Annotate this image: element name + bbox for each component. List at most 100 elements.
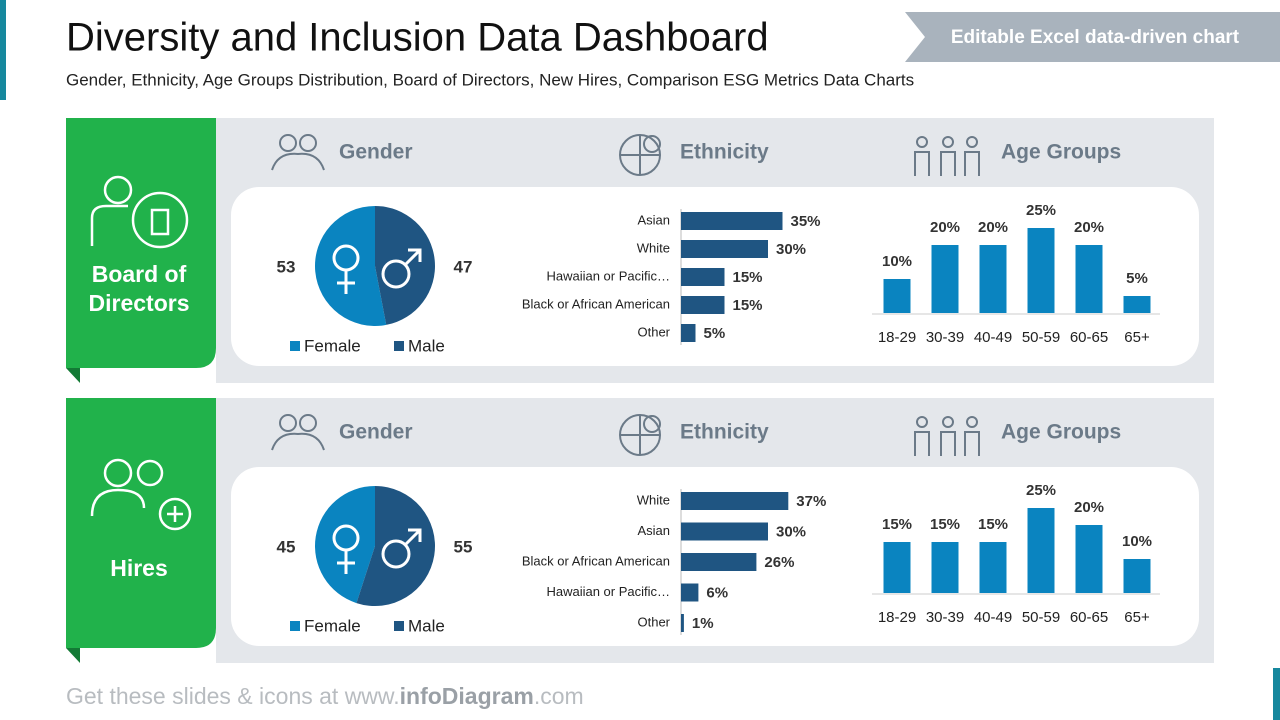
panel-label: Hires — [110, 555, 168, 581]
banner-text: Editable Excel data-driven chart — [951, 27, 1240, 48]
category-label: White — [637, 492, 670, 507]
category-label: White — [637, 240, 670, 255]
category-label: 30-39 — [926, 609, 964, 626]
icon — [158, 497, 192, 531]
value-label: 20% — [1074, 499, 1104, 516]
category-label: 50-59 — [1022, 609, 1060, 626]
icon — [620, 415, 660, 455]
category-label: Other — [637, 614, 670, 629]
bar — [883, 542, 911, 593]
section-title: Age Groups — [1001, 141, 1121, 164]
legend-swatch — [394, 341, 404, 351]
icon — [136, 459, 164, 487]
bar — [931, 542, 959, 593]
value-label: 5% — [704, 325, 726, 342]
section-title: Ethnicity — [680, 421, 769, 444]
subtitle: Gender, Ethnicity, Age Groups Distributi… — [66, 70, 914, 89]
banner — [905, 12, 1280, 62]
value-label: 30% — [776, 523, 806, 540]
icon — [643, 135, 661, 153]
bar — [883, 279, 911, 313]
icon — [150, 208, 170, 236]
icon — [131, 191, 189, 249]
bar — [681, 240, 768, 258]
legend-swatch — [290, 341, 300, 351]
icon — [916, 416, 928, 428]
pie-value: 55 — [454, 537, 473, 556]
legend-label: Male — [408, 616, 445, 635]
category-label: Hawaiian or Pacific… — [546, 584, 670, 599]
value-label: 15% — [930, 516, 960, 533]
bar — [979, 542, 1007, 593]
value-label: 37% — [796, 493, 826, 510]
bar — [681, 614, 684, 632]
category-label: Asian — [637, 212, 670, 227]
icon — [966, 136, 978, 148]
bar — [681, 553, 757, 571]
footer: Get these slides & icons at www.infoDiag… — [66, 683, 584, 709]
accent — [0, 0, 6, 100]
icon — [90, 204, 128, 246]
icon — [964, 151, 980, 176]
female-symbol — [337, 550, 355, 574]
category-label: 18-29 — [878, 329, 916, 346]
male-symbol — [381, 259, 411, 289]
icon — [914, 431, 930, 456]
value-label: 15% — [733, 297, 763, 314]
bar — [681, 212, 783, 230]
icon — [964, 431, 980, 456]
pie-slice — [314, 486, 375, 604]
icon — [940, 431, 956, 456]
icon — [942, 416, 954, 428]
value-label: 15% — [882, 516, 912, 533]
value-label: 25% — [1026, 482, 1056, 499]
icon — [279, 414, 297, 432]
icon — [966, 416, 978, 428]
section-title: Gender — [339, 421, 413, 444]
accent — [1273, 668, 1280, 720]
bar — [681, 492, 789, 510]
icon — [299, 134, 317, 152]
legend-label: Male — [408, 336, 445, 355]
value-label: 1% — [692, 615, 714, 632]
category-label: 60-65 — [1070, 329, 1108, 346]
bar — [681, 296, 725, 314]
panel-tab — [66, 398, 216, 648]
section-title: Ethnicity — [680, 141, 769, 164]
icon — [299, 414, 317, 432]
bar — [1123, 559, 1151, 593]
bar — [1027, 228, 1055, 313]
legend-swatch — [290, 621, 300, 631]
bar — [1075, 245, 1103, 313]
value-label: 20% — [930, 219, 960, 236]
male-symbol — [381, 539, 411, 569]
value-label: 26% — [764, 554, 794, 571]
value-label: 25% — [1026, 202, 1056, 219]
value-label: 20% — [978, 219, 1008, 236]
icon — [942, 136, 954, 148]
panel-label: Board of — [92, 261, 187, 287]
pie-slice — [315, 206, 387, 326]
value-label: 30% — [776, 241, 806, 258]
bar — [1027, 508, 1055, 593]
icon — [914, 151, 930, 176]
icon — [90, 488, 146, 517]
ribbon-fold — [66, 648, 80, 663]
value-label: 10% — [1122, 533, 1152, 550]
pie-value: 47 — [454, 257, 473, 276]
section-title: Age Groups — [1001, 421, 1121, 444]
value-label: 35% — [791, 213, 821, 230]
pie-value: 53 — [277, 257, 296, 276]
icon — [167, 506, 183, 522]
panel-label: Directors — [89, 290, 190, 316]
icon — [940, 151, 956, 176]
bar — [681, 522, 768, 541]
category-label: 65+ — [1124, 329, 1150, 346]
icon — [916, 136, 928, 148]
female-symbol — [337, 270, 355, 294]
category-label: 40-49 — [974, 609, 1012, 626]
title: Diversity and Inclusion Data Dashboard — [66, 16, 769, 60]
bar — [979, 245, 1007, 313]
category-label: Black or African American — [522, 553, 670, 568]
